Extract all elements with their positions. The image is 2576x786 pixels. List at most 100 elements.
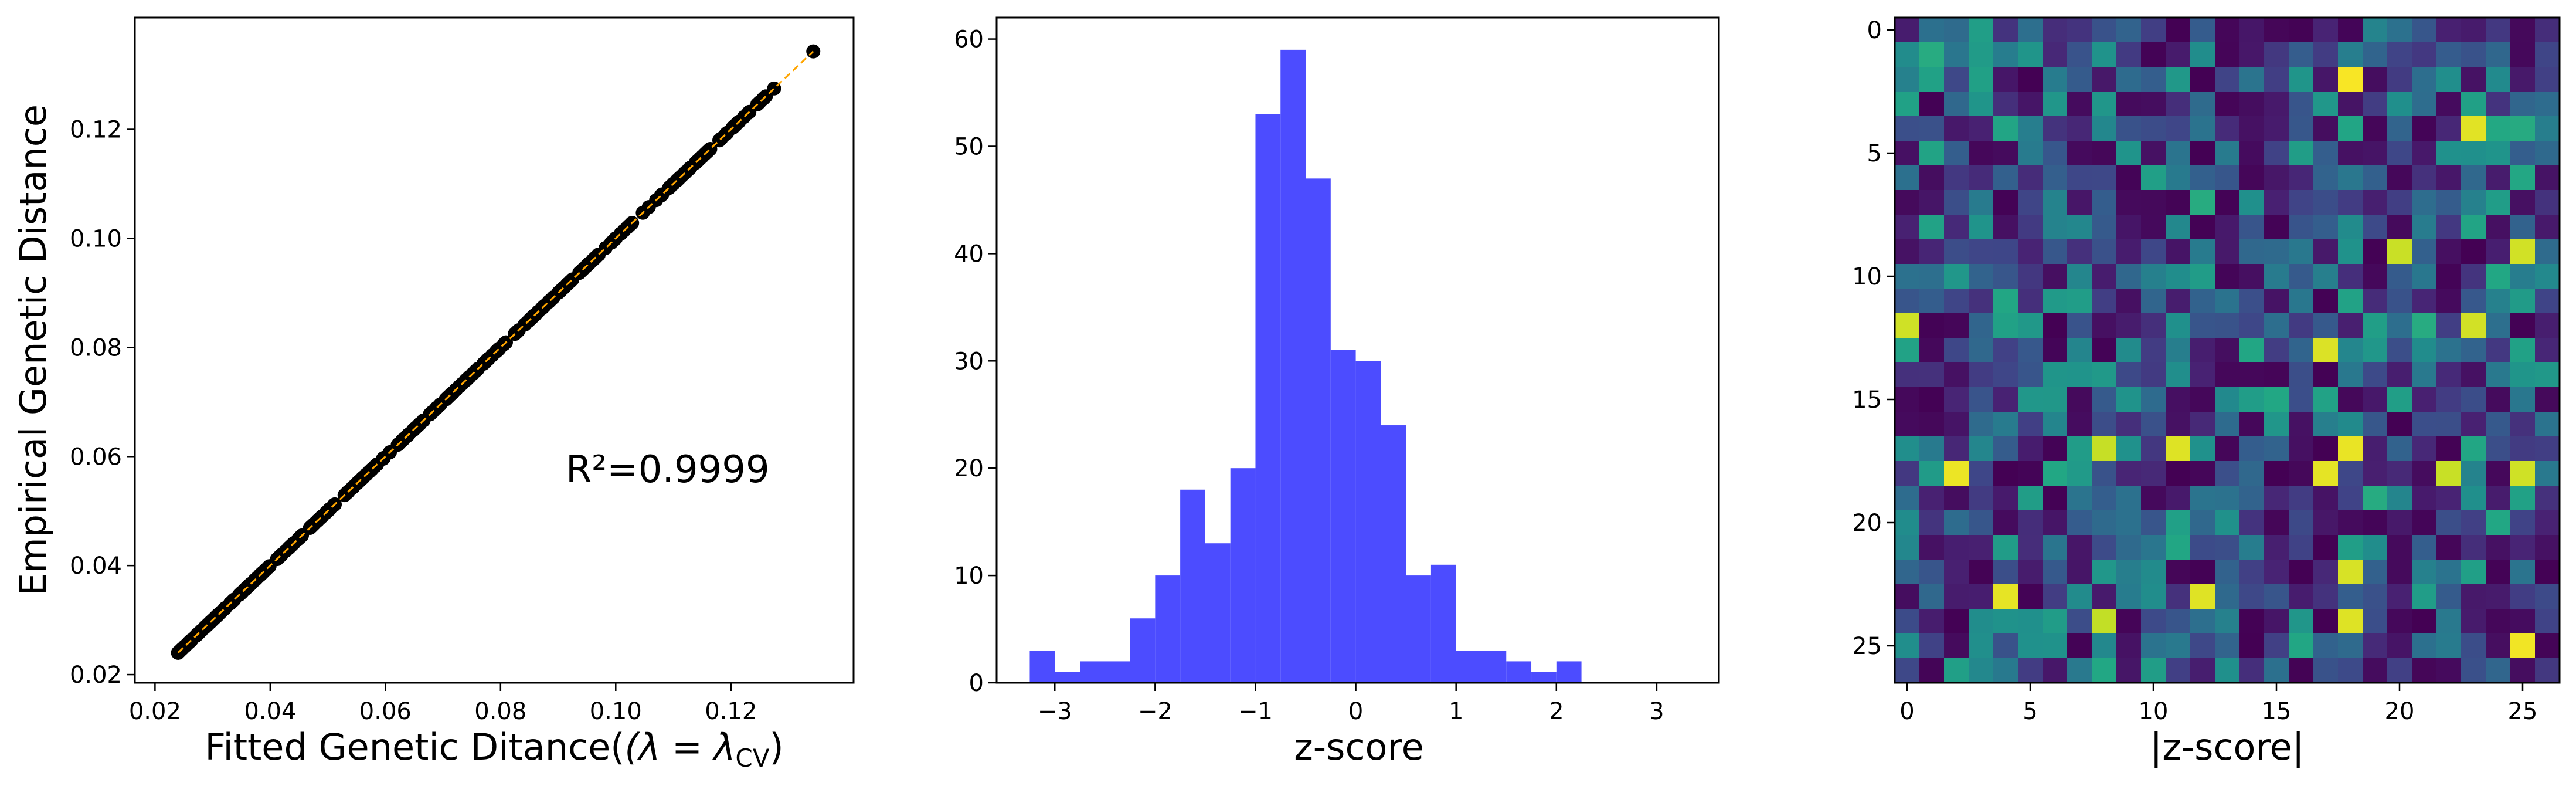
histogram-bar xyxy=(1230,468,1256,683)
heatmap-cell xyxy=(2535,289,2560,314)
heatmap-cell xyxy=(2116,584,2142,609)
heatmap-cell xyxy=(2363,609,2388,634)
heatmap-cell xyxy=(2239,609,2265,634)
heatmap-cell xyxy=(2535,141,2560,166)
heatmap-cell xyxy=(2313,584,2339,609)
heatmap-cell xyxy=(2363,42,2388,67)
heatmap-cell xyxy=(2461,535,2486,560)
histogram-y-tick-label: 50 xyxy=(954,133,984,160)
heatmap-cell xyxy=(1919,633,1945,659)
heatmap-cell xyxy=(2116,190,2142,215)
heatmap-cell xyxy=(2313,264,2339,289)
heatmap-cell xyxy=(2018,658,2043,683)
heatmap-cell xyxy=(2092,387,2117,412)
heatmap-cell xyxy=(1895,609,1920,634)
heatmap-cell xyxy=(1944,633,1969,659)
heatmap-cell xyxy=(2067,116,2092,141)
heatmap-cell xyxy=(2190,535,2215,560)
heatmap-cell xyxy=(2338,609,2363,634)
heatmap-cell xyxy=(1895,215,1920,240)
heatmap-cell xyxy=(2166,584,2191,609)
heatmap-cell xyxy=(1944,535,1969,560)
heatmap-cell xyxy=(2387,141,2412,166)
heatmap-cell xyxy=(2067,412,2092,437)
heatmap-cell xyxy=(1993,313,2018,338)
heatmap-cell xyxy=(2436,609,2462,634)
heatmap-cell xyxy=(2486,313,2511,338)
heatmap-cell xyxy=(2313,412,2339,437)
heatmap-cell xyxy=(2116,510,2142,536)
heatmap-cell xyxy=(1919,412,1945,437)
heatmap-cell xyxy=(2338,190,2363,215)
heatmap-cell xyxy=(2461,289,2486,314)
heatmap-cell xyxy=(2436,116,2462,141)
heatmap-cell xyxy=(2461,486,2486,511)
heatmap-cell xyxy=(1993,264,2018,289)
heatmap-cell xyxy=(2018,535,2043,560)
heatmap-cell xyxy=(2412,165,2437,191)
heatmap-cell xyxy=(2436,67,2462,92)
heatmap-cell xyxy=(2264,239,2289,265)
heatmap-cell xyxy=(2289,560,2314,585)
heatmap-cell xyxy=(2363,289,2388,314)
scatter-x-tick-label: 0.06 xyxy=(359,698,412,725)
heatmap-cell xyxy=(2141,584,2166,609)
heatmap-x-tick-label: 5 xyxy=(2023,698,2037,725)
heatmap-cell xyxy=(2461,560,2486,585)
heatmap-cell xyxy=(2363,461,2388,486)
heatmap-cell xyxy=(2166,264,2191,289)
heatmap-cell xyxy=(2338,264,2363,289)
heatmap-cell xyxy=(2018,215,2043,240)
heatmap-cell xyxy=(2043,387,2068,412)
heatmap-cell xyxy=(2116,165,2142,191)
heatmap-cell xyxy=(2116,362,2142,388)
scatter-y-tick-label: 0.12 xyxy=(70,117,122,144)
heatmap-cell xyxy=(2141,387,2166,412)
heatmap-cell xyxy=(2264,141,2289,166)
heatmap-cell xyxy=(2289,239,2314,265)
heatmap-cell xyxy=(2313,215,2339,240)
heatmap-cell xyxy=(2338,165,2363,191)
heatmap-cell xyxy=(2436,190,2462,215)
heatmap-cell xyxy=(2190,486,2215,511)
heatmap-cell xyxy=(2363,584,2388,609)
heatmap-cell xyxy=(2412,141,2437,166)
heatmap-cell xyxy=(2215,535,2240,560)
scatter-x-label-subscript: CV xyxy=(735,744,769,773)
heatmap-cell xyxy=(2461,18,2486,43)
heatmap-cell xyxy=(1919,338,1945,363)
heatmap-cell xyxy=(2363,18,2388,43)
heatmap-cell xyxy=(1895,387,1920,412)
heatmap-cell xyxy=(2436,141,2462,166)
heatmap-cell xyxy=(2535,165,2560,191)
scatter-axes-frame xyxy=(134,16,855,684)
heatmap-cell xyxy=(2067,436,2092,462)
heatmap-cell xyxy=(1993,387,2018,412)
heatmap-cell xyxy=(2289,264,2314,289)
heatmap-cell xyxy=(2387,165,2412,191)
heatmap-cell xyxy=(2092,141,2117,166)
heatmap-cell xyxy=(2018,362,2043,388)
heatmap-cell xyxy=(2510,264,2536,289)
heatmap-cell xyxy=(2092,289,2117,314)
histogram-x-tick-label: 3 xyxy=(1649,698,1664,725)
heatmap-cell xyxy=(2092,338,2117,363)
heatmap-cell xyxy=(2166,92,2191,117)
histogram-bar xyxy=(1280,49,1306,683)
heatmap-cell xyxy=(2486,67,2511,92)
heatmap-cell xyxy=(1895,560,1920,585)
heatmap-cell xyxy=(2190,239,2215,265)
heatmap-cell xyxy=(2289,387,2314,412)
heatmap-cell xyxy=(1944,116,1969,141)
histogram-bar xyxy=(1456,651,1481,683)
heatmap-cell xyxy=(2387,190,2412,215)
heatmap-x-ticks: 0 5 10 15 20 25 xyxy=(1899,683,2537,725)
heatmap-y-tick-label: 20 xyxy=(1852,510,1882,537)
heatmap-cell xyxy=(2289,165,2314,191)
heatmap-cell xyxy=(1895,436,1920,462)
heatmap-cell xyxy=(1895,67,1920,92)
histogram-bar xyxy=(1481,651,1507,683)
heatmap-cell xyxy=(2363,264,2388,289)
heatmap-cell xyxy=(1969,141,1994,166)
heatmap-cell xyxy=(2486,116,2511,141)
